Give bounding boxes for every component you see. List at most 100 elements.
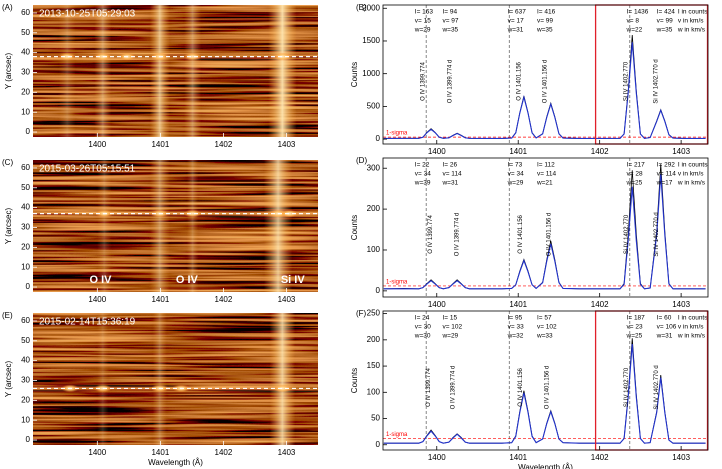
fit-annotation: I= 15 bbox=[442, 315, 457, 322]
y-tick-label: 0 bbox=[376, 286, 381, 295]
fit-annotation: I in counts bbox=[678, 9, 708, 16]
y-axis-label: Counts bbox=[350, 215, 359, 240]
line-label: Si IV 1402.770 d bbox=[653, 59, 659, 103]
emission-blob bbox=[273, 384, 292, 393]
line-label: Si IV 1402.770 d bbox=[654, 365, 660, 409]
x-tick-label: 1400 bbox=[428, 300, 446, 309]
emission-column bbox=[94, 5, 112, 137]
fit-annotation: w=35 bbox=[536, 27, 553, 34]
y-tick-label: 30 bbox=[21, 376, 30, 385]
y-tick-label: 50 bbox=[21, 183, 30, 192]
y-tick-label: 0 bbox=[376, 134, 381, 143]
fit-annotation: I= 73 bbox=[508, 162, 523, 169]
x-tick-label: 1403 bbox=[278, 295, 296, 304]
fit-annotation: I= 163 bbox=[415, 9, 434, 16]
plot-frame bbox=[382, 310, 709, 451]
x-tick-label: 1403 bbox=[672, 147, 690, 156]
y-tick-label: 150 bbox=[367, 361, 381, 370]
y-tick-label: 1000 bbox=[362, 69, 380, 78]
x-tick-label: 1403 bbox=[278, 448, 296, 457]
panel-label: (D) bbox=[356, 156, 367, 165]
emission-blob bbox=[280, 209, 299, 218]
emission-column bbox=[149, 160, 170, 292]
emission-blob bbox=[58, 52, 77, 61]
line-label: O IV bbox=[176, 274, 199, 286]
x-tick-label: 1403 bbox=[278, 140, 296, 149]
x-tick-label: 1401 bbox=[151, 448, 169, 457]
y-tick-label: 60 bbox=[21, 163, 30, 172]
y-axis-label: Counts bbox=[350, 368, 359, 393]
emission-blob bbox=[93, 52, 112, 61]
timestamp: 2015-03-26T05:15:51 bbox=[39, 164, 136, 175]
fit-annotation: I= 26 bbox=[442, 162, 457, 169]
emission-blob bbox=[183, 52, 202, 61]
line-label: O IV 1399.774 bbox=[426, 367, 432, 406]
fit-annotation: v= 114 bbox=[537, 171, 557, 178]
y-tick-label: 10 bbox=[21, 107, 30, 116]
line-label: O IV 1399.774 d bbox=[451, 366, 457, 410]
y-tick-label: 40 bbox=[21, 356, 30, 365]
x-tick-label: 1403 bbox=[672, 300, 690, 309]
fit-annotation: w=17 bbox=[656, 180, 673, 187]
fit-annotation: w=30 bbox=[414, 333, 431, 340]
line-label: O IV 1401.156 d bbox=[543, 60, 549, 104]
x-tick-label: 1400 bbox=[88, 448, 106, 457]
fit-annotation: w=25 bbox=[626, 333, 643, 340]
fit-annotation: I= 424 bbox=[657, 9, 676, 16]
x-tick-label: 1402 bbox=[215, 295, 233, 304]
emission-column bbox=[149, 5, 170, 137]
x-tick-label: 1401 bbox=[151, 140, 169, 149]
y-tick-label: 50 bbox=[371, 414, 380, 423]
spectrum-line bbox=[383, 174, 706, 290]
fit-annotation: w=21 bbox=[536, 180, 553, 187]
fit-annotation: I in counts bbox=[678, 315, 708, 322]
y-tick-label: 1500 bbox=[362, 36, 380, 45]
fit-annotation: I= 187 bbox=[627, 315, 646, 322]
image-area bbox=[33, 5, 318, 137]
y-tick-label: 30 bbox=[21, 223, 30, 232]
fit-annotation: w in km/s bbox=[677, 180, 706, 187]
image-area bbox=[33, 313, 318, 445]
x-tick-label: 1401 bbox=[509, 453, 527, 462]
x-tick-label: 1402 bbox=[591, 147, 609, 156]
x-axis-label: Wavelength (Å) bbox=[148, 458, 203, 467]
fit-annotation: I= 416 bbox=[537, 9, 556, 16]
line-label: O IV 1401.156 d bbox=[547, 213, 553, 257]
fit-annotation: w=33 bbox=[536, 333, 553, 340]
line-label: O IV 1399.774 d bbox=[455, 213, 461, 257]
sigma-label: 1-sigma bbox=[386, 280, 408, 286]
x-tick-label: 1400 bbox=[88, 140, 106, 149]
fit-annotation: w in km/s bbox=[677, 333, 706, 340]
fit-annotation: v= 30 bbox=[415, 324, 431, 331]
sigma-label: 1-sigma bbox=[386, 131, 408, 137]
fit-annotation: v= 114 bbox=[442, 171, 462, 178]
x-tick-label: 1402 bbox=[215, 140, 233, 149]
y-tick-label: 40 bbox=[21, 203, 30, 212]
x-tick-label: 1402 bbox=[591, 453, 609, 462]
fit-annotation: v= 8 bbox=[627, 18, 640, 25]
line-label: O IV 1401.156 bbox=[518, 214, 524, 253]
line-label: Si IV 1402.770 bbox=[624, 367, 630, 407]
panel-label: (B) bbox=[356, 3, 367, 12]
y-tick-label: 300 bbox=[367, 163, 381, 172]
y-tick-label: 250 bbox=[367, 309, 381, 318]
line-label: O IV 1401.156 bbox=[518, 367, 524, 406]
fit-annotation: w=31 bbox=[441, 180, 458, 187]
line-label: O IV 1401.156 d bbox=[544, 366, 550, 410]
sigma-label: 1-sigma bbox=[386, 432, 408, 438]
emission-column bbox=[186, 160, 199, 292]
emission-column bbox=[184, 5, 202, 137]
plot-background bbox=[383, 158, 708, 297]
x-tick-label: 1400 bbox=[88, 295, 106, 304]
panel-label: (E) bbox=[2, 311, 13, 320]
line-label: O IV 1401.156 bbox=[517, 61, 523, 100]
x-tick-label: 1402 bbox=[215, 448, 233, 457]
y-tick-label: 10 bbox=[21, 415, 30, 424]
y-tick-label: 30 bbox=[21, 68, 30, 77]
fit-annotation: w=31 bbox=[507, 27, 524, 34]
plot-area bbox=[383, 5, 708, 144]
plot-area bbox=[383, 158, 708, 297]
fit-annotation: v in km/s bbox=[678, 171, 704, 178]
line-label: O IV bbox=[89, 274, 112, 286]
emission-column bbox=[269, 313, 296, 445]
